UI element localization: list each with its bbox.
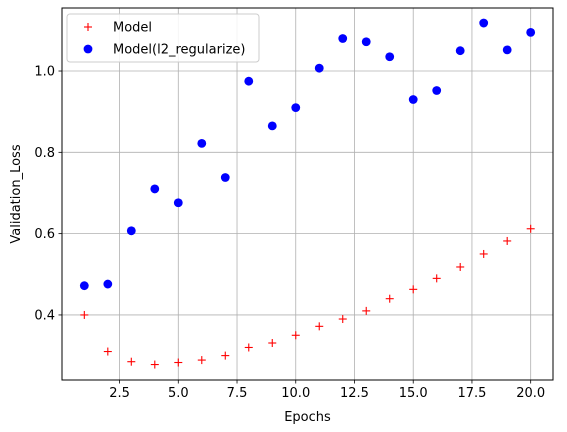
model-point bbox=[174, 358, 183, 367]
model-point bbox=[338, 315, 347, 324]
model-l2-point bbox=[408, 95, 418, 104]
model-l2-point bbox=[150, 184, 160, 194]
model-l2-point bbox=[79, 281, 89, 291]
legend-marker-model-l2 bbox=[83, 44, 93, 54]
model-point bbox=[526, 224, 535, 233]
model-point bbox=[103, 347, 112, 356]
model-l2-point bbox=[244, 76, 254, 86]
model-point bbox=[503, 236, 512, 245]
y-tick-label: 0.4 bbox=[34, 308, 55, 323]
model-point bbox=[268, 339, 277, 348]
model-point bbox=[244, 343, 253, 352]
x-tick-label: 10.0 bbox=[281, 386, 310, 401]
model-point bbox=[479, 249, 488, 258]
model-point bbox=[456, 262, 465, 271]
model-point bbox=[127, 357, 136, 366]
x-tick-label: 5.0 bbox=[168, 386, 189, 401]
series-model-l2 bbox=[79, 18, 536, 291]
y-axis-label: Validation_Loss bbox=[9, 144, 24, 243]
legend-label-model-l2: Model(l2_regularize) bbox=[113, 43, 245, 58]
model-l2-point bbox=[502, 45, 512, 55]
model-point bbox=[315, 322, 324, 331]
model-l2-point bbox=[126, 226, 136, 236]
model-point bbox=[385, 294, 394, 303]
model-l2-point bbox=[338, 34, 348, 43]
legend-marker-model bbox=[84, 23, 92, 31]
model-l2-point bbox=[432, 86, 442, 95]
legend-marker-glyph bbox=[84, 23, 92, 31]
legend: Model Model(l2_regularize) bbox=[66, 13, 260, 63]
x-tick-label: 2.5 bbox=[109, 386, 130, 401]
model-point bbox=[150, 360, 159, 369]
model-point bbox=[291, 331, 300, 340]
model-l2-point bbox=[385, 52, 395, 62]
model-l2-point bbox=[361, 37, 371, 47]
x-tick-label: 20.0 bbox=[516, 386, 545, 401]
axis-ticks: 2.5 5.0 7.5 10.0 12.5 15.0 17.5 20.0 0.4 0.6 0.8 1.… bbox=[34, 65, 545, 401]
model-point bbox=[197, 356, 206, 365]
model-l2-point bbox=[291, 103, 301, 113]
x-tick-label: 7.5 bbox=[227, 386, 248, 401]
model-point bbox=[362, 306, 371, 315]
x-tick-label: 15.0 bbox=[399, 386, 428, 401]
x-tick-label: 17.5 bbox=[457, 386, 486, 401]
model-point bbox=[221, 351, 230, 360]
model-point bbox=[432, 274, 441, 283]
model-point bbox=[409, 285, 418, 294]
legend-label-model: Model bbox=[113, 21, 152, 36]
model-l2-point bbox=[455, 46, 465, 56]
model-l2-point bbox=[479, 18, 489, 28]
x-axis-label: Epochs bbox=[284, 410, 331, 425]
model-l2-point bbox=[197, 138, 207, 148]
model-l2-point bbox=[526, 27, 536, 37]
x-tick-label: 12.5 bbox=[340, 386, 369, 401]
y-tick-label: 0.8 bbox=[34, 146, 55, 161]
y-tick-label: 0.6 bbox=[34, 227, 55, 242]
legend-box bbox=[66, 13, 260, 63]
plot-frame bbox=[61, 7, 554, 381]
legend-marker-glyph bbox=[83, 44, 93, 54]
series-model bbox=[80, 224, 535, 369]
grid-lines bbox=[62, 8, 553, 380]
series-layer bbox=[79, 18, 536, 369]
model-l2-point bbox=[220, 173, 230, 182]
model-l2-point bbox=[267, 121, 277, 131]
y-tick-label: 1.0 bbox=[34, 65, 55, 80]
model-l2-point bbox=[173, 198, 183, 208]
model-l2-point bbox=[314, 63, 324, 73]
model-l2-point bbox=[103, 279, 113, 289]
model-point bbox=[80, 310, 89, 319]
